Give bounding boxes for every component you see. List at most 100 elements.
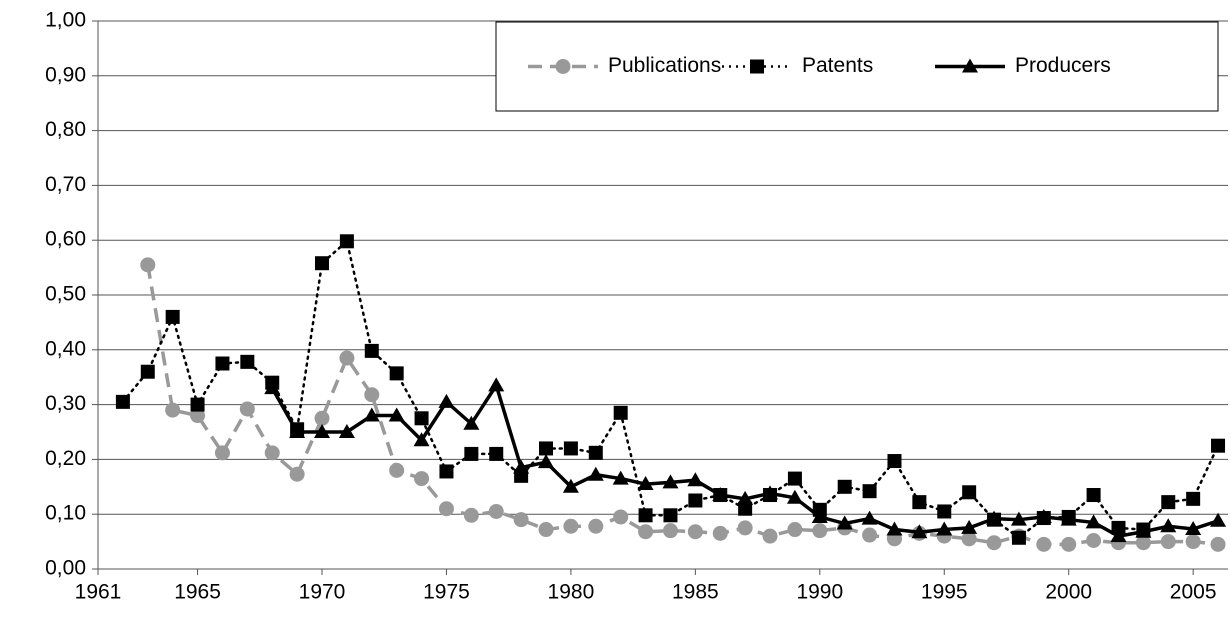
marker bbox=[961, 519, 978, 534]
marker bbox=[861, 510, 878, 525]
marker bbox=[588, 445, 603, 460]
marker bbox=[364, 343, 379, 358]
marker bbox=[912, 495, 927, 510]
marker bbox=[240, 354, 255, 369]
x-tick-label: 1990 bbox=[796, 581, 843, 604]
marker bbox=[338, 424, 355, 438]
y-tick-label: 0,90 bbox=[45, 63, 86, 86]
marker bbox=[613, 405, 628, 420]
marker bbox=[1060, 511, 1077, 526]
marker bbox=[962, 485, 977, 500]
marker bbox=[887, 454, 902, 469]
marker bbox=[1185, 520, 1202, 535]
marker bbox=[1185, 534, 1201, 550]
marker bbox=[1161, 495, 1176, 510]
y-tick-label: 0,20 bbox=[45, 447, 86, 470]
marker bbox=[1211, 438, 1226, 453]
marker bbox=[264, 445, 280, 461]
legend-label: Producers bbox=[1015, 54, 1111, 77]
marker bbox=[762, 485, 779, 500]
marker bbox=[1186, 491, 1201, 506]
y-tick-label: 0,70 bbox=[45, 173, 86, 196]
x-tick-label: 2000 bbox=[1045, 581, 1092, 604]
marker bbox=[1086, 488, 1101, 503]
marker bbox=[339, 350, 355, 366]
marker bbox=[738, 501, 753, 516]
marker bbox=[140, 364, 155, 379]
marker bbox=[812, 523, 828, 539]
marker bbox=[389, 462, 405, 478]
marker bbox=[687, 524, 703, 540]
marker bbox=[513, 459, 530, 474]
y-tick-label: 0,40 bbox=[45, 337, 86, 360]
marker bbox=[787, 522, 803, 538]
marker bbox=[539, 441, 554, 456]
marker bbox=[762, 528, 778, 544]
x-tick-label: 1961 bbox=[75, 581, 122, 604]
legend-box bbox=[495, 21, 1219, 112]
marker bbox=[1011, 530, 1026, 545]
marker bbox=[264, 380, 281, 395]
marker bbox=[836, 515, 853, 530]
marker bbox=[962, 58, 978, 73]
marker bbox=[662, 474, 679, 489]
marker bbox=[1110, 528, 1127, 543]
marker bbox=[1086, 533, 1102, 549]
marker bbox=[562, 478, 579, 493]
y-tick-label: 0,80 bbox=[45, 118, 86, 141]
marker bbox=[862, 527, 878, 543]
x-tick-label: 1985 bbox=[672, 581, 719, 604]
marker bbox=[936, 521, 953, 536]
marker bbox=[165, 402, 181, 418]
marker bbox=[289, 424, 306, 438]
marker bbox=[937, 504, 952, 519]
marker bbox=[388, 407, 405, 422]
marker bbox=[140, 257, 156, 273]
legend-label: Patents bbox=[802, 54, 873, 77]
marker bbox=[190, 408, 206, 424]
marker bbox=[239, 401, 255, 417]
y-tick-label: 0,60 bbox=[45, 228, 86, 251]
marker bbox=[488, 377, 505, 392]
legend: Publications Patents Producers bbox=[495, 21, 1219, 112]
marker bbox=[837, 479, 852, 494]
marker bbox=[214, 445, 230, 461]
marker bbox=[563, 441, 578, 456]
marker bbox=[688, 493, 703, 508]
x-tick-label: 1995 bbox=[921, 581, 968, 604]
marker bbox=[737, 490, 754, 505]
marker bbox=[750, 59, 764, 74]
marker bbox=[289, 466, 305, 482]
marker bbox=[513, 512, 529, 528]
y-tick-label: 0,50 bbox=[45, 283, 86, 306]
marker bbox=[538, 522, 554, 538]
marker bbox=[687, 472, 704, 487]
marker bbox=[587, 466, 604, 481]
marker bbox=[811, 508, 828, 523]
marker bbox=[961, 531, 977, 547]
marker bbox=[911, 524, 928, 539]
series-line bbox=[121, 238, 1220, 540]
marker bbox=[663, 508, 678, 523]
marker bbox=[1135, 535, 1151, 551]
x-tick-label: 1980 bbox=[548, 581, 595, 604]
marker bbox=[886, 521, 903, 536]
marker bbox=[1111, 520, 1126, 535]
marker bbox=[413, 432, 430, 447]
marker bbox=[488, 503, 504, 519]
marker bbox=[786, 489, 803, 504]
x-tick-label: 1965 bbox=[174, 581, 221, 604]
marker bbox=[986, 535, 1002, 551]
marker bbox=[638, 508, 653, 523]
marker bbox=[662, 523, 678, 539]
legend-label: Publications bbox=[608, 54, 721, 77]
marker bbox=[464, 446, 479, 461]
marker bbox=[712, 525, 728, 541]
marker bbox=[563, 518, 579, 534]
marker bbox=[555, 59, 571, 74]
marker bbox=[613, 509, 629, 525]
marker bbox=[364, 387, 380, 403]
marker bbox=[463, 507, 479, 523]
marker bbox=[190, 397, 205, 412]
marker bbox=[1210, 512, 1227, 527]
